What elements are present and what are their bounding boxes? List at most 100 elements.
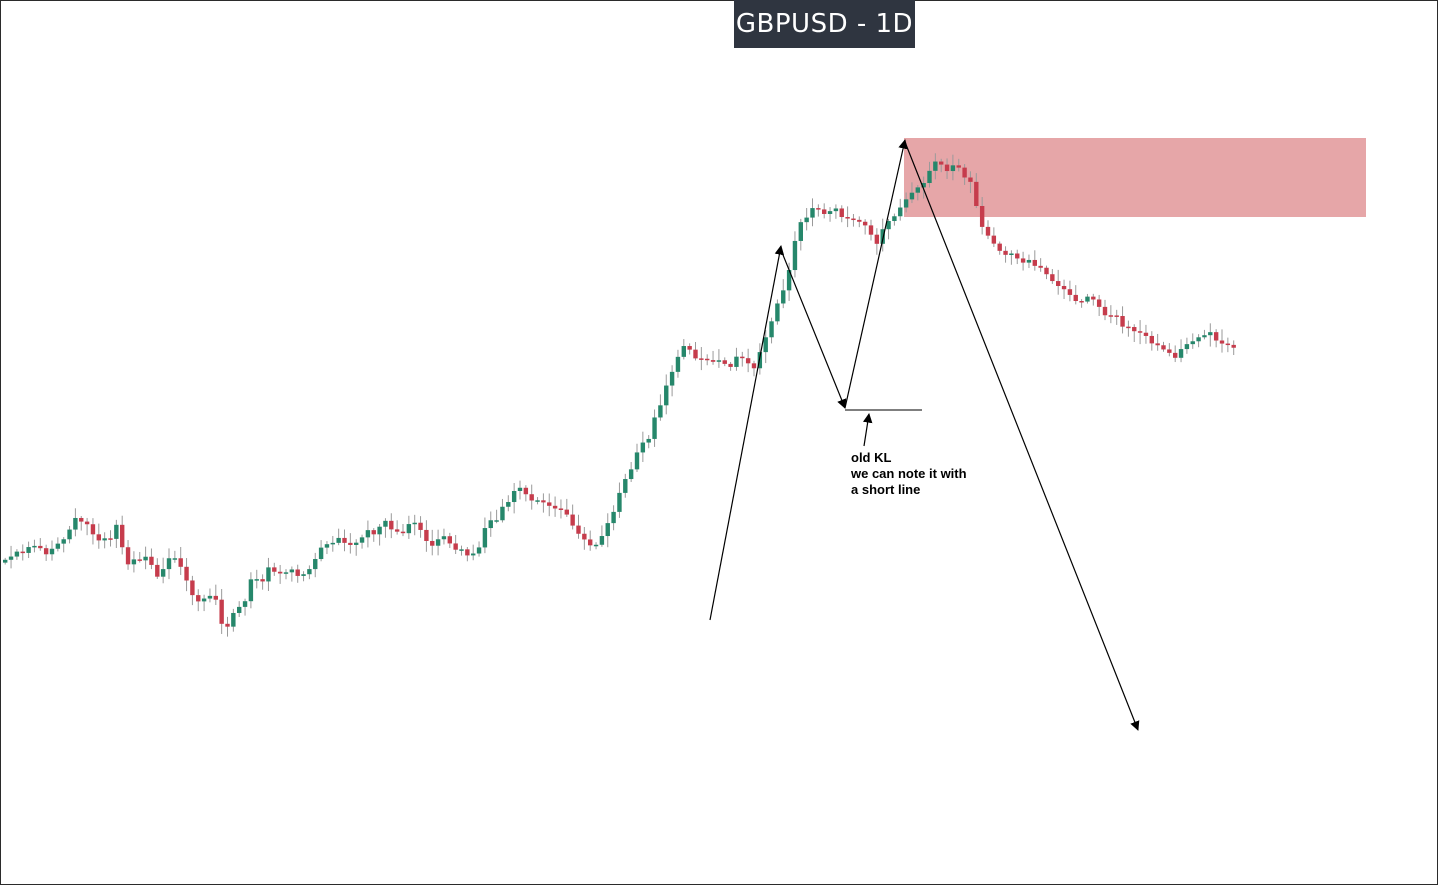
swing-arrow-4 bbox=[904, 141, 1140, 731]
candle-body bbox=[178, 558, 183, 567]
candle-body bbox=[1073, 294, 1078, 301]
candle-body bbox=[476, 547, 482, 554]
candle-body bbox=[359, 537, 365, 543]
candle-body bbox=[254, 579, 259, 581]
candle-body bbox=[822, 209, 827, 214]
candle-body bbox=[108, 538, 113, 540]
candle-body bbox=[939, 161, 944, 165]
note-line-2: we can note it with bbox=[851, 466, 967, 481]
candle-body bbox=[617, 492, 622, 512]
candle-body bbox=[32, 545, 37, 548]
candle-body bbox=[137, 559, 142, 561]
candle-body bbox=[1202, 335, 1207, 338]
candle-body bbox=[827, 211, 833, 214]
candle-body bbox=[242, 601, 248, 607]
candle-body bbox=[406, 524, 412, 534]
chart-title: GBPUSD - 1D bbox=[734, 0, 915, 48]
candle-body bbox=[944, 164, 950, 172]
supply-zone bbox=[904, 138, 1366, 217]
candle-body bbox=[857, 219, 862, 222]
candle-body bbox=[55, 543, 61, 549]
candle-body bbox=[96, 534, 101, 541]
candle-body bbox=[1132, 327, 1137, 332]
candle-body bbox=[120, 524, 125, 548]
candle-body bbox=[1009, 253, 1014, 255]
candle-body bbox=[248, 579, 254, 602]
candle-body bbox=[3, 559, 8, 563]
candle-body bbox=[716, 360, 722, 362]
candle-body bbox=[307, 569, 312, 575]
candle-body bbox=[646, 438, 651, 443]
candle-body bbox=[851, 218, 856, 221]
candle-body bbox=[1161, 345, 1166, 350]
candle-body bbox=[295, 569, 300, 576]
candle-body bbox=[705, 358, 710, 361]
candle-body bbox=[605, 523, 610, 537]
candle-body bbox=[734, 356, 739, 367]
candle-body bbox=[237, 606, 242, 613]
candle-body bbox=[652, 417, 657, 439]
candle-body bbox=[658, 405, 663, 418]
candle-body bbox=[740, 356, 745, 359]
candle-body bbox=[131, 559, 137, 565]
candle-body bbox=[272, 567, 277, 572]
candle-body bbox=[1219, 340, 1225, 344]
candle-body bbox=[1108, 315, 1114, 317]
candle-body bbox=[541, 500, 546, 503]
candle-body bbox=[342, 537, 347, 543]
candle-body bbox=[289, 569, 295, 573]
candle-body bbox=[196, 595, 201, 602]
candle-body bbox=[903, 199, 909, 208]
candle-body bbox=[1149, 335, 1154, 344]
candle-body bbox=[921, 183, 926, 188]
candle-body bbox=[430, 540, 435, 546]
candle-body bbox=[599, 536, 605, 545]
candle-body bbox=[1196, 337, 1201, 342]
candle-body bbox=[792, 240, 798, 271]
candle-body bbox=[547, 502, 552, 506]
candle-body bbox=[1020, 258, 1026, 263]
candle-body bbox=[465, 549, 470, 556]
candle-body bbox=[73, 517, 78, 530]
candle-body bbox=[207, 595, 213, 599]
candle-body bbox=[90, 524, 96, 535]
candle-body bbox=[1225, 343, 1231, 346]
candle-body bbox=[488, 520, 493, 529]
candle-body bbox=[693, 349, 698, 359]
candle-body bbox=[67, 529, 72, 540]
candle-body bbox=[933, 161, 938, 171]
candle-body bbox=[494, 520, 499, 522]
candle-body bbox=[950, 165, 956, 172]
candle-body bbox=[394, 529, 400, 532]
candle-body bbox=[810, 208, 815, 218]
candle-body bbox=[582, 533, 587, 540]
candle-body bbox=[892, 216, 897, 222]
note-arrow bbox=[862, 413, 873, 447]
candle-body bbox=[968, 177, 973, 182]
candle-body bbox=[1167, 349, 1172, 353]
candle-body bbox=[558, 508, 564, 510]
candle-body bbox=[1213, 332, 1219, 341]
candle-body bbox=[102, 538, 107, 541]
candle-body bbox=[640, 442, 646, 453]
candle-body bbox=[324, 544, 330, 548]
candle-body bbox=[318, 547, 324, 560]
candle-body bbox=[974, 181, 979, 206]
candle-body bbox=[962, 167, 967, 178]
candle-body bbox=[354, 542, 359, 545]
candle-body bbox=[745, 358, 751, 364]
candle-body bbox=[769, 321, 774, 338]
candle-body bbox=[125, 547, 131, 565]
candle-body bbox=[84, 521, 90, 525]
candle-body bbox=[775, 303, 780, 322]
candle-body bbox=[330, 542, 335, 545]
candle-body bbox=[283, 572, 289, 574]
candle-body bbox=[588, 539, 593, 546]
candle-body bbox=[1143, 332, 1149, 336]
candle-body bbox=[348, 542, 353, 545]
candle-body bbox=[1184, 344, 1190, 350]
candle-body bbox=[412, 522, 417, 525]
candle-body bbox=[365, 530, 371, 538]
candle-body bbox=[471, 553, 476, 556]
